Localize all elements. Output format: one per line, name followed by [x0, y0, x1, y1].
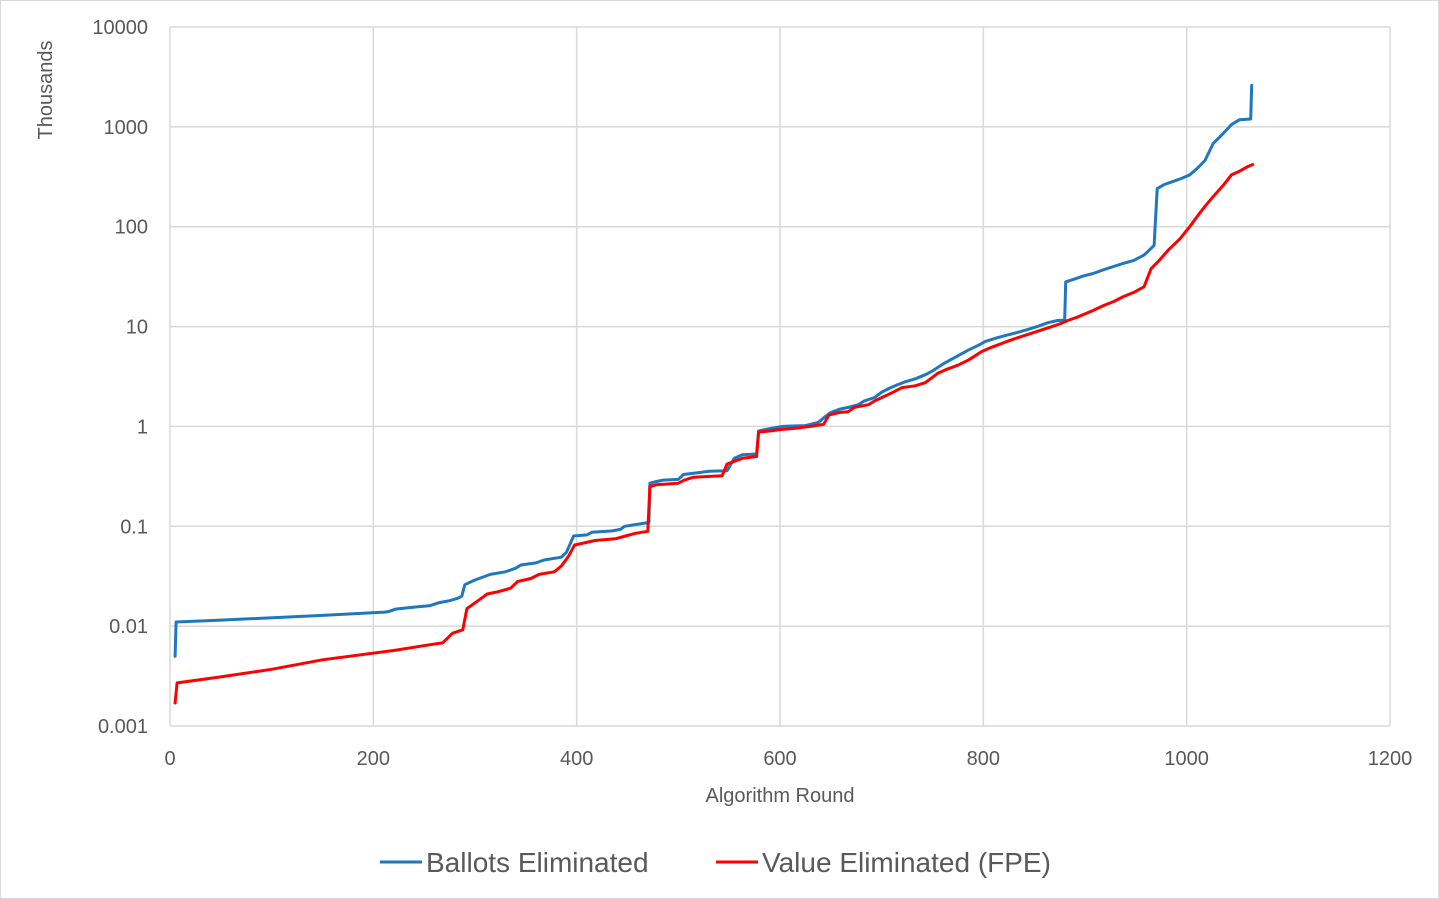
x-tick-label: 1200	[1368, 748, 1413, 770]
series-line-value-eliminated	[173, 163, 1255, 705]
y-tick-label: 0.001	[98, 716, 148, 738]
y-tick-label: 1000	[104, 117, 149, 139]
x-tick-label: 0	[164, 748, 175, 770]
x-tick-label: 400	[560, 748, 593, 770]
x-tick-label: 600	[763, 748, 796, 770]
legend: Ballots Eliminated Value Eliminated (FPE)	[380, 847, 1051, 878]
series-line-ballots-eliminated	[173, 83, 1254, 658]
y-tick-label: 100	[115, 217, 148, 239]
legend-label: Ballots Eliminated	[426, 847, 649, 878]
y-tick-label: 10000	[92, 17, 148, 39]
x-tick-label: 1000	[1164, 748, 1209, 770]
x-axis-title: Algorithm Round	[706, 785, 855, 807]
y-axis-title: Thousands	[35, 41, 57, 140]
y-tick-label: 10	[126, 317, 148, 339]
y-axis-ticks: 0.001 0.01 0.1 1 10 100 1000 10000	[92, 17, 148, 738]
y-tick-label: 0.1	[120, 516, 148, 538]
x-axis-ticks: 0 200 400 600 800 1000 1200	[164, 748, 1412, 770]
series-lines	[173, 83, 1255, 705]
x-tick-label: 200	[357, 748, 390, 770]
y-tick-label: 0.01	[109, 616, 148, 638]
x-tick-label: 800	[967, 748, 1000, 770]
legend-label: Value Eliminated (FPE)	[762, 847, 1051, 878]
gridlines	[169, 26, 1391, 727]
y-tick-label: 1	[137, 416, 148, 438]
